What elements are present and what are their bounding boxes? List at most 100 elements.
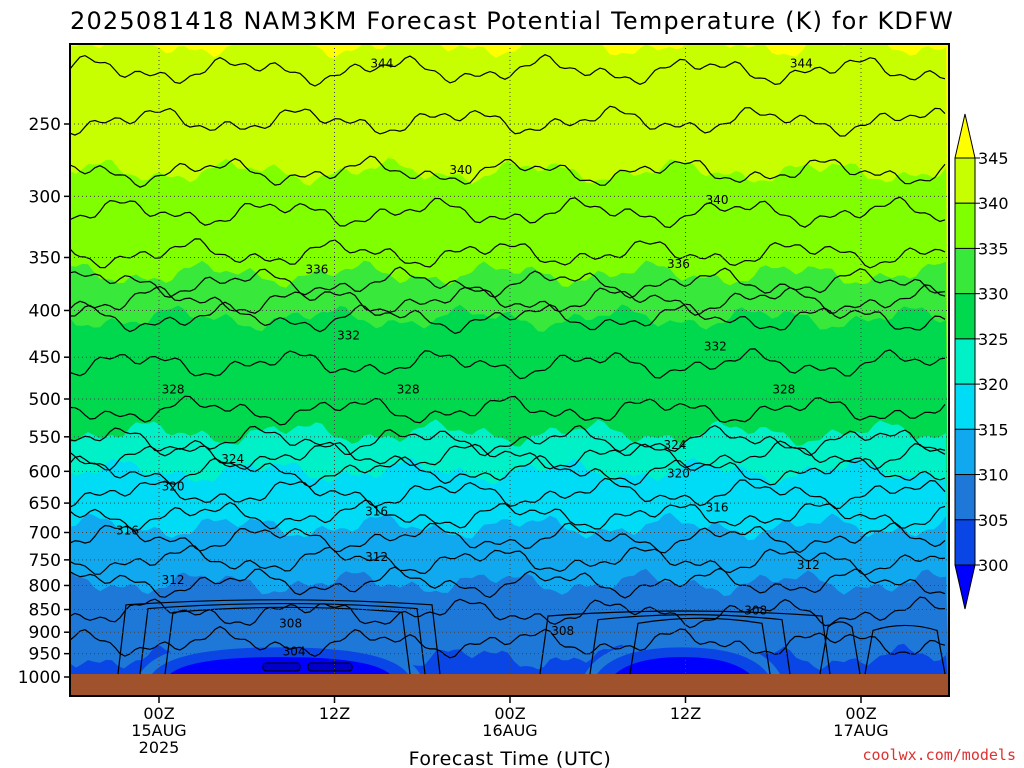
y-tick-label: 700 [29, 523, 61, 543]
isentrope-344 [70, 54, 946, 87]
y-tick-label: 350 [29, 248, 61, 268]
isentrope-lines [70, 54, 946, 675]
isentrope-316 [70, 499, 946, 532]
colorbar-segment [954, 383, 976, 430]
contour-label: 332 [337, 329, 360, 343]
colorbar-label: 320 [978, 375, 1009, 394]
colorbar-segment [954, 247, 976, 295]
contour-label: 316 [706, 501, 729, 515]
isentrope-336 [70, 238, 946, 269]
contour-label: 344 [790, 56, 813, 70]
isentrope-310 [70, 566, 946, 599]
surface-contour [864, 624, 946, 675]
colorbar-label: 310 [978, 466, 1009, 485]
isentrope-334 [70, 266, 946, 299]
contour-label: 344 [370, 56, 393, 70]
x-tick-label: 12Z [670, 704, 701, 723]
isentrope-326 [70, 395, 946, 426]
isentrope-328 [70, 348, 946, 380]
x-tick-label: 16AUG [482, 721, 537, 740]
colorbar-label: 325 [978, 330, 1009, 349]
contour-labels: 344 344 340 340 336 336 332 332 328 328 328 324 324 3… [116, 56, 820, 658]
cold-cell [307, 662, 353, 672]
contour-label: 320 [667, 467, 690, 481]
contour-label: 316 [365, 504, 388, 518]
isentrope-342 [70, 105, 946, 137]
y-tick-label: 750 [29, 551, 61, 571]
contour-label: 304 [283, 644, 306, 658]
isentrope-340 [70, 155, 946, 188]
isentrope-318 [70, 477, 946, 510]
y-tick-label: 600 [29, 462, 61, 482]
contour-label: 308 [551, 624, 574, 638]
x-tick-label: 2025 [139, 738, 180, 757]
contour-label: 324 [664, 438, 687, 452]
isentrope-306 [70, 625, 946, 659]
contour-label: 312 [365, 550, 388, 564]
isentrope-322 [70, 440, 946, 471]
isentrope-330 [70, 301, 946, 335]
colorbar-label: 340 [978, 194, 1009, 213]
contour-label: 324 [221, 452, 244, 466]
surface-contour [139, 603, 426, 675]
colorbar-max-arrow [954, 113, 976, 159]
surface-contour [117, 599, 441, 675]
contour-label: 308 [744, 604, 767, 618]
colorbar-segment [954, 474, 976, 521]
isentrope-312 [70, 545, 946, 576]
x-tick-label: 00Z [845, 704, 876, 723]
cold-cell [262, 662, 301, 672]
isentrope-324 [70, 424, 946, 457]
y-tick-label: 1000 [18, 668, 61, 688]
contour-label: 340 [706, 193, 729, 207]
contour-label: 328 [772, 383, 795, 397]
isentrope-332 [70, 284, 946, 316]
colorbar: 300 305 310 315 320 325 330 335 340 345 [954, 113, 1009, 610]
surface-contour [164, 606, 411, 675]
y-tick-label: 250 [29, 115, 61, 135]
y-tick-label: 450 [29, 348, 61, 368]
x-tick-label: 12Z [319, 704, 350, 723]
y-tick-label: 650 [29, 494, 61, 514]
colorbar-label: 335 [978, 239, 1009, 258]
contour-label: 316 [116, 524, 139, 538]
cold-pool-shade [615, 656, 750, 674]
contour-label: 336 [667, 257, 690, 271]
y-tick-label: 500 [29, 390, 61, 410]
colorbar-segment [954, 428, 976, 476]
contour-label: 320 [162, 480, 185, 494]
colorbar-segment [954, 157, 976, 204]
y-tick-label: 950 [29, 645, 61, 665]
x-tick-label: 17AUG [833, 721, 888, 740]
contour-label: 328 [397, 383, 420, 397]
colorbar-segment [954, 293, 976, 340]
contour-label: 340 [449, 163, 472, 177]
y-tick-label: 550 [29, 428, 61, 448]
colorbar-segment [954, 519, 976, 566]
isentrope-338 [70, 196, 946, 229]
x-tick-label: 00Z [143, 704, 174, 723]
y-tick-label: 850 [29, 601, 61, 621]
x-tick-label: 15AUG [131, 721, 186, 740]
x-tick-label: 00Z [494, 704, 525, 723]
contour-label: 332 [704, 340, 727, 354]
colorbar-segment [954, 338, 976, 385]
colorbar-label: 315 [978, 420, 1009, 439]
y-tick-label: 800 [29, 576, 61, 596]
contour-label: 328 [162, 383, 185, 397]
grid-lines [70, 44, 949, 674]
chart-title: 2025081418 NAM3KM Forecast Potential Tem… [70, 7, 954, 35]
terrain-bar [70, 674, 949, 696]
colorbar-label: 345 [978, 149, 1009, 168]
surface-contour [819, 621, 861, 675]
contour-label: 336 [305, 263, 328, 277]
colorbar-segment [954, 202, 976, 249]
surface-contour [629, 617, 771, 675]
colorbar-label: 300 [978, 556, 1009, 575]
isentrope-308 [70, 596, 946, 629]
surface-contour [589, 614, 791, 675]
colorbar-min-arrow [954, 564, 976, 610]
contour-label: 308 [279, 616, 302, 630]
contour-label: 312 [797, 558, 820, 572]
